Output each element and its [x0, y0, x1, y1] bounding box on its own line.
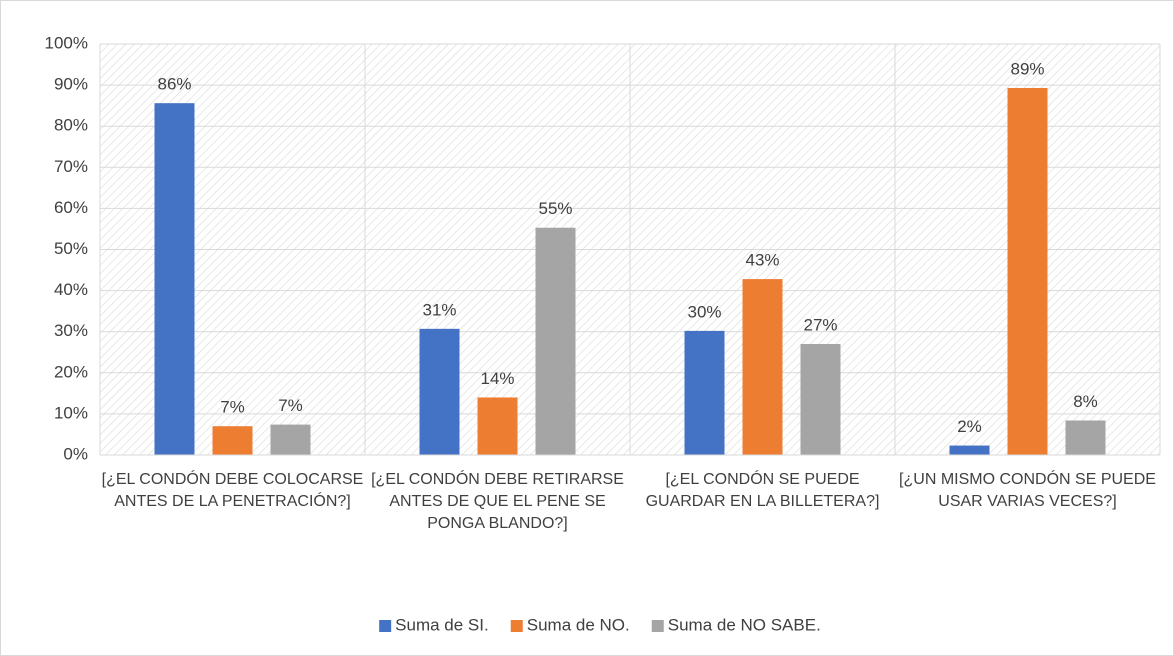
bar [419, 328, 460, 455]
bar [270, 424, 311, 455]
data-label: 55% [538, 199, 572, 218]
data-label: 43% [745, 251, 779, 270]
legend-swatch [651, 620, 664, 632]
data-label: 8% [1073, 392, 1098, 411]
bar [212, 426, 253, 455]
bar [477, 397, 518, 455]
y-tick-label: 90% [54, 75, 88, 94]
y-tick-label: 0% [63, 444, 88, 463]
data-label: 30% [687, 302, 721, 321]
bar [535, 227, 576, 455]
data-label: 2% [957, 417, 982, 436]
bar [1065, 420, 1106, 455]
bar [1007, 87, 1048, 456]
y-tick-label: 100% [45, 33, 88, 52]
bar [949, 445, 990, 455]
legend-label: Suma de SI. [395, 615, 489, 634]
y-tick-label: 50% [54, 239, 88, 258]
y-tick-label: 10% [54, 403, 88, 422]
data-label: 14% [480, 369, 514, 388]
legend-label: Suma de NO SABE. [668, 615, 821, 634]
bar [800, 344, 841, 455]
y-tick-label: 60% [54, 198, 88, 217]
legend-swatch [510, 620, 523, 632]
bar [742, 279, 783, 455]
data-label: 27% [803, 316, 837, 335]
data-label: 7% [278, 396, 303, 415]
x-tick-label: [¿EL CONDÓN DEBE RETIRARSE ANTES DE QUE … [371, 471, 624, 532]
x-tick-label: [¿EL CONDÓN DEBE COLOCARSE ANTES DE LA P… [101, 471, 364, 510]
x-tick-label-box: [¿EL CONDÓN DEBE COLOCARSE ANTES DE LA P… [101, 471, 364, 510]
x-tick-label-box: [¿EL CONDÓN DEBE RETIRARSE ANTES DE QUE … [371, 471, 624, 532]
y-tick-label: 80% [54, 116, 88, 135]
x-tick-label-box: [¿UN MISMO CONDÓN SE PUEDE USAR VARIAS V… [899, 471, 1156, 510]
data-label: 89% [1010, 59, 1044, 78]
bar [684, 330, 725, 455]
y-tick-label: 70% [54, 157, 88, 176]
y-tick-label: 20% [54, 362, 88, 381]
legend-swatch [379, 620, 392, 632]
data-label: 7% [220, 398, 245, 417]
y-tick-label: 30% [54, 321, 88, 340]
x-tick-label: [¿UN MISMO CONDÓN SE PUEDE USAR VARIAS V… [899, 471, 1156, 510]
x-tick-label-box: [¿EL CONDÓN SE PUEDE GUARDAR EN LA BILLE… [645, 471, 880, 510]
legend-label: Suma de NO. [527, 615, 630, 634]
x-tick-label: [¿EL CONDÓN SE PUEDE GUARDAR EN LA BILLE… [645, 471, 880, 510]
data-label: 31% [422, 300, 456, 319]
y-tick-label: 40% [54, 280, 88, 299]
bar [154, 103, 195, 456]
data-label: 86% [157, 75, 191, 94]
